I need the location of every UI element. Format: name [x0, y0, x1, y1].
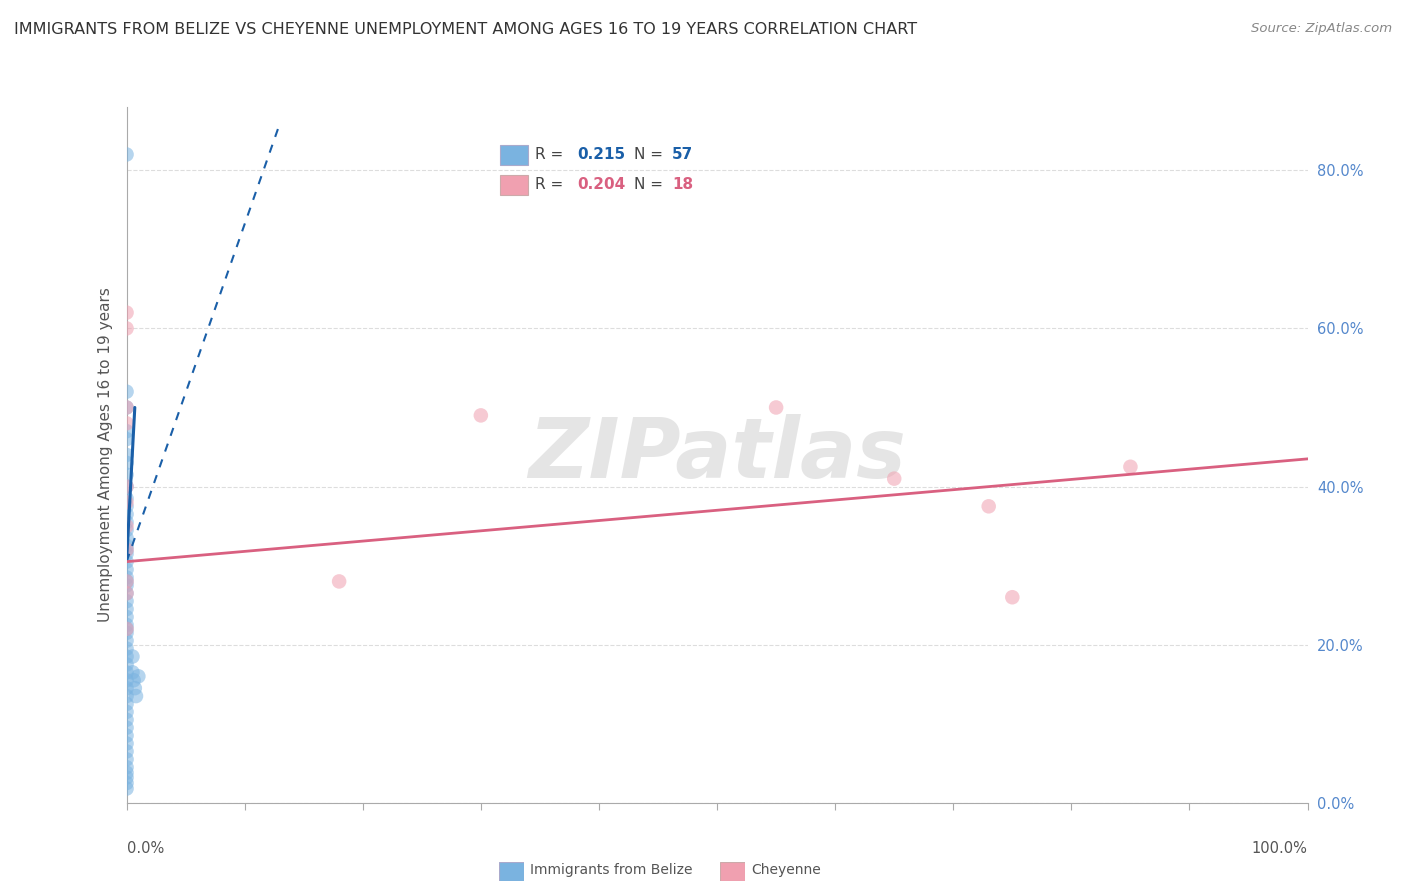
Point	[115, 467, 138, 482]
Point	[122, 673, 145, 688]
Point	[121, 649, 143, 664]
Point	[115, 622, 138, 636]
Point	[115, 305, 138, 319]
Point	[977, 500, 1000, 514]
Point	[115, 401, 138, 415]
Point	[115, 147, 138, 161]
Point	[470, 409, 492, 423]
Text: N =: N =	[634, 178, 668, 192]
Point	[115, 432, 138, 446]
Point	[328, 574, 350, 589]
Point	[115, 705, 138, 719]
Point	[115, 649, 138, 664]
Point	[115, 401, 138, 415]
Point	[115, 570, 138, 584]
Point	[115, 765, 138, 780]
Point	[115, 586, 138, 600]
Point	[115, 622, 138, 636]
Text: 0.204: 0.204	[578, 178, 626, 192]
Text: R =: R =	[536, 178, 568, 192]
Text: 18: 18	[672, 178, 693, 192]
Point	[115, 776, 138, 790]
Point	[115, 578, 138, 592]
Point	[115, 448, 138, 462]
Point	[115, 515, 138, 529]
Point	[115, 547, 138, 561]
Point	[115, 479, 138, 493]
Point	[115, 594, 138, 608]
Point	[115, 555, 138, 569]
Point	[115, 752, 138, 766]
Point	[115, 523, 138, 537]
Point	[125, 689, 148, 703]
Text: Immigrants from Belize: Immigrants from Belize	[530, 863, 693, 877]
Point	[124, 681, 146, 695]
Point	[115, 491, 138, 506]
Point	[115, 610, 138, 624]
Point	[115, 384, 138, 399]
Point	[115, 689, 138, 703]
Point	[115, 539, 138, 553]
Point	[115, 697, 138, 711]
Point	[115, 424, 138, 438]
FancyBboxPatch shape	[499, 862, 524, 881]
Point	[115, 618, 138, 632]
Point	[115, 657, 138, 672]
Point	[115, 641, 138, 656]
Point	[115, 602, 138, 616]
Point	[115, 542, 138, 557]
Text: 57: 57	[672, 147, 693, 162]
Point	[115, 681, 138, 695]
Point	[115, 542, 138, 557]
Text: IMMIGRANTS FROM BELIZE VS CHEYENNE UNEMPLOYMENT AMONG AGES 16 TO 19 YEARS CORREL: IMMIGRANTS FROM BELIZE VS CHEYENNE UNEMP…	[14, 22, 917, 37]
FancyBboxPatch shape	[499, 145, 529, 165]
Point	[115, 721, 138, 735]
Point	[121, 665, 143, 680]
Point	[115, 531, 138, 545]
Point	[115, 781, 138, 796]
Point	[115, 673, 138, 688]
FancyBboxPatch shape	[720, 862, 745, 881]
FancyBboxPatch shape	[499, 175, 529, 194]
Point	[115, 456, 138, 470]
Point	[115, 713, 138, 727]
Point	[115, 519, 138, 533]
Point	[115, 737, 138, 751]
Point	[1119, 459, 1142, 474]
Text: R =: R =	[536, 147, 568, 162]
Point	[115, 500, 138, 514]
Text: 100.0%: 100.0%	[1251, 841, 1308, 856]
Point	[115, 633, 138, 648]
Y-axis label: Unemployment Among Ages 16 to 19 years: Unemployment Among Ages 16 to 19 years	[97, 287, 112, 623]
Point	[115, 760, 138, 774]
Text: N =: N =	[634, 147, 668, 162]
Point	[883, 472, 905, 486]
Point	[115, 665, 138, 680]
Point	[115, 744, 138, 758]
Text: 0.0%: 0.0%	[127, 841, 163, 856]
Point	[765, 401, 787, 415]
Text: Source: ZipAtlas.com: Source: ZipAtlas.com	[1251, 22, 1392, 36]
Text: 0.215: 0.215	[578, 147, 626, 162]
Point	[127, 669, 149, 683]
Point	[115, 586, 138, 600]
Point	[115, 563, 138, 577]
Point	[115, 495, 138, 509]
Point	[115, 729, 138, 743]
Text: Cheyenne: Cheyenne	[751, 863, 821, 877]
Point	[115, 417, 138, 431]
Point	[115, 625, 138, 640]
Point	[1001, 591, 1024, 605]
Point	[115, 321, 138, 335]
Point	[115, 574, 138, 589]
Point	[115, 479, 138, 493]
Text: ZIPatlas: ZIPatlas	[529, 415, 905, 495]
Point	[115, 771, 138, 785]
Point	[115, 507, 138, 521]
Point	[115, 574, 138, 589]
